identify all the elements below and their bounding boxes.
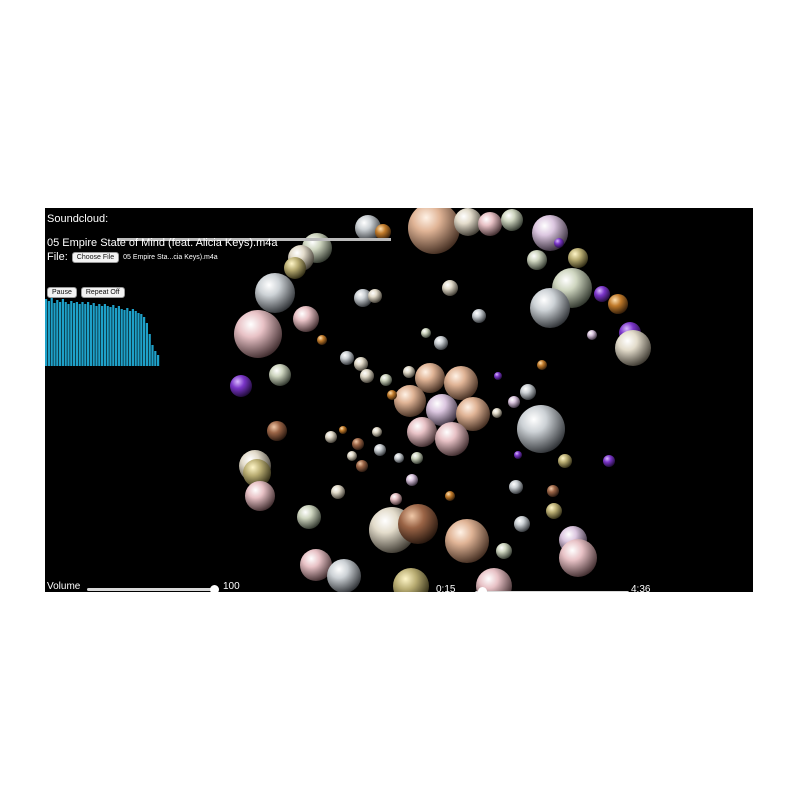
spectrum-bar [103,304,106,366]
spectrum-bar [87,302,90,366]
volume-slider[interactable] [87,588,215,591]
spectrum-bar [154,351,157,366]
spectrum-bar [131,309,134,366]
visualizer-stage[interactable]: Soundcloud: 05 Empire State of Mind (fea… [45,208,753,592]
selected-file-name: 05 Empire Sta...cia Keys).m4a [123,253,218,261]
spectrum-bar [137,313,140,366]
file-label: File: [47,251,68,263]
spectrum-bar [75,302,78,366]
spectrum-bar [112,305,115,366]
current-time: 0:15 [436,584,456,592]
spectrum-bar [98,304,101,366]
volume-label: Volume [47,581,81,592]
spectrum-bar [120,309,123,366]
spectrum-bar [73,303,76,366]
spectrum-bar [78,304,81,366]
spectrum-bar [89,305,92,366]
spheres-group [230,208,651,592]
spectrum-bar [70,301,73,366]
volume-slider-handle[interactable] [210,585,219,592]
spectrum-bar [157,355,160,366]
spectrum-bar [109,307,112,366]
pause-button[interactable]: Pause [47,287,77,298]
spectrum-bar [140,314,143,366]
sphere-scene [230,208,651,592]
track-title: 05 Empire State of Mind (feat. Alicia Ke… [47,237,278,249]
spectrum-bar [143,317,146,366]
spectrum-bar [81,302,84,366]
spectrum-bar [84,304,87,366]
spectrum-bar [115,308,118,366]
spectrum-bar [67,304,70,366]
repeat-toggle-button[interactable]: Repeat Off [80,287,125,298]
spectrum-bar [56,300,59,366]
spectrum-bar [106,306,109,366]
spectrum-bar [50,298,53,366]
spectrum-visualizer [45,298,160,366]
seek-slider-handle[interactable] [478,587,488,592]
spectrum-bar [61,299,64,366]
spectrum-bar [145,323,148,366]
seek-slider[interactable] [475,591,629,592]
track-duration: 4:36 [631,584,651,592]
spectrum-bar [92,303,95,366]
choose-file-button[interactable]: Choose File [71,251,120,263]
spectrum-bar [134,311,137,366]
spectrum-bar [126,308,129,366]
soundcloud-label: Soundcloud: [47,213,109,225]
spectrum-bar [47,301,50,366]
spectrum-bar [59,302,62,366]
volume-value: 100 [223,581,240,592]
spectrum-bar [123,310,126,366]
file-row: File: Choose File 05 Empire Sta...cia Ke… [47,250,218,264]
spectrum-bar [151,345,154,366]
playback-controls: Pause Repeat Off [47,287,125,298]
spectrum-bar [117,306,120,366]
soundcloud-url-input[interactable] [117,238,391,241]
spectrum-bar [45,299,48,366]
spectrum-bar [64,302,67,366]
spectrum-bar [101,306,104,366]
spectrum-bar [129,311,132,366]
spectrum-bar [148,334,151,366]
spectrum-bar [95,306,98,366]
spectrum-bar [53,303,56,366]
